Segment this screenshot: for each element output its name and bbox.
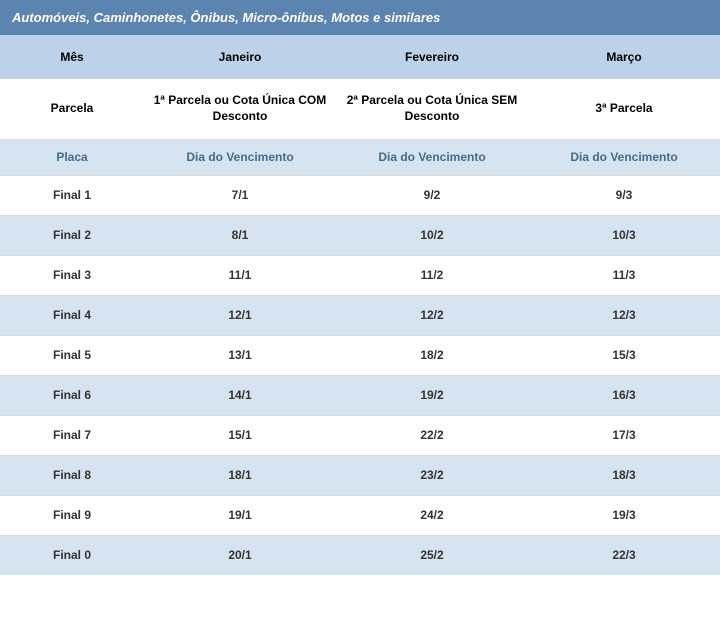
header-row-placa: Placa Dia do Vencimento Dia do Venciment…: [0, 139, 720, 175]
cell-fev: 12/2: [336, 295, 528, 335]
header-parcela-3: 3ª Parcela: [528, 79, 720, 139]
header-venc-1: Dia do Vencimento: [144, 139, 336, 175]
schedule-table: Mês Janeiro Fevereiro Março Parcela 1ª P…: [0, 35, 720, 575]
row-label: Final 2: [0, 215, 144, 255]
cell-fev: 9/2: [336, 175, 528, 215]
cell-fev: 22/2: [336, 415, 528, 455]
header-parcela-label: Parcela: [0, 79, 144, 139]
cell-fev: 25/2: [336, 535, 528, 575]
table-row: Final 311/111/211/3: [0, 255, 720, 295]
row-label: Final 0: [0, 535, 144, 575]
cell-fev: 24/2: [336, 495, 528, 535]
cell-fev: 11/2: [336, 255, 528, 295]
header-parcela-2: 2ª Parcela ou Cota Única SEM Desconto: [336, 79, 528, 139]
header-placa-label: Placa: [0, 139, 144, 175]
row-label: Final 7: [0, 415, 144, 455]
table-row: Final 412/112/212/3: [0, 295, 720, 335]
row-label: Final 8: [0, 455, 144, 495]
table-container: Automóveis, Caminhonetes, Ônibus, Micro-…: [0, 0, 720, 575]
cell-mar: 11/3: [528, 255, 720, 295]
cell-mar: 22/3: [528, 535, 720, 575]
cell-fev: 18/2: [336, 335, 528, 375]
header-venc-3: Dia do Vencimento: [528, 139, 720, 175]
cell-mar: 19/3: [528, 495, 720, 535]
cell-fev: 19/2: [336, 375, 528, 415]
cell-fev: 23/2: [336, 455, 528, 495]
cell-jan: 18/1: [144, 455, 336, 495]
cell-jan: 8/1: [144, 215, 336, 255]
cell-mar: 9/3: [528, 175, 720, 215]
cell-jan: 20/1: [144, 535, 336, 575]
cell-jan: 13/1: [144, 335, 336, 375]
table-row: Final 020/125/222/3: [0, 535, 720, 575]
cell-mar: 17/3: [528, 415, 720, 455]
cell-jan: 11/1: [144, 255, 336, 295]
row-label: Final 5: [0, 335, 144, 375]
table-row: Final 17/19/29/3: [0, 175, 720, 215]
cell-jan: 15/1: [144, 415, 336, 455]
cell-mar: 15/3: [528, 335, 720, 375]
cell-jan: 12/1: [144, 295, 336, 335]
cell-jan: 14/1: [144, 375, 336, 415]
row-label: Final 3: [0, 255, 144, 295]
table-row: Final 513/118/215/3: [0, 335, 720, 375]
header-month-mar: Março: [528, 35, 720, 79]
cell-jan: 7/1: [144, 175, 336, 215]
cell-fev: 10/2: [336, 215, 528, 255]
cell-mar: 12/3: [528, 295, 720, 335]
cell-mar: 16/3: [528, 375, 720, 415]
table-row: Final 919/124/219/3: [0, 495, 720, 535]
header-month-jan: Janeiro: [144, 35, 336, 79]
table-row: Final 715/122/217/3: [0, 415, 720, 455]
table-row: Final 818/123/218/3: [0, 455, 720, 495]
header-mes-label: Mês: [0, 35, 144, 79]
header-row-months: Mês Janeiro Fevereiro Março: [0, 35, 720, 79]
header-venc-2: Dia do Vencimento: [336, 139, 528, 175]
table-title: Automóveis, Caminhonetes, Ônibus, Micro-…: [0, 0, 720, 35]
cell-mar: 10/3: [528, 215, 720, 255]
header-row-parcela: Parcela 1ª Parcela ou Cota Única COM Des…: [0, 79, 720, 139]
cell-jan: 19/1: [144, 495, 336, 535]
header-parcela-1: 1ª Parcela ou Cota Única COM Desconto: [144, 79, 336, 139]
cell-mar: 18/3: [528, 455, 720, 495]
table-body: Final 17/19/29/3Final 28/110/210/3Final …: [0, 175, 720, 575]
row-label: Final 9: [0, 495, 144, 535]
table-row: Final 28/110/210/3: [0, 215, 720, 255]
table-row: Final 614/119/216/3: [0, 375, 720, 415]
row-label: Final 1: [0, 175, 144, 215]
row-label: Final 6: [0, 375, 144, 415]
header-month-fev: Fevereiro: [336, 35, 528, 79]
row-label: Final 4: [0, 295, 144, 335]
